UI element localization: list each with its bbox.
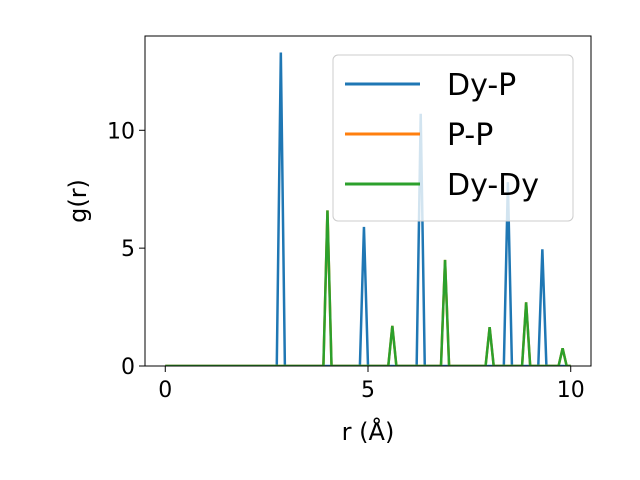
x-axis-label: r (Å)	[342, 417, 395, 446]
y-tick-label: 0	[121, 355, 135, 380]
y-tick-label: 5	[121, 237, 135, 262]
y-tick-label: 10	[107, 119, 135, 144]
legend-label-dy-p: Dy-P	[447, 68, 516, 103]
x-tick-label: 0	[158, 378, 172, 403]
legend-label-dy-dy: Dy-Dy	[447, 168, 539, 203]
x-tick-label: 5	[361, 378, 375, 403]
x-tick-label: 10	[557, 378, 585, 403]
legend-label-p-p: P-P	[447, 118, 493, 153]
legend-box	[332, 54, 574, 222]
legend: Dy-P P-P Dy-Dy	[332, 54, 574, 222]
y-axis-label: g(r)	[64, 179, 92, 223]
